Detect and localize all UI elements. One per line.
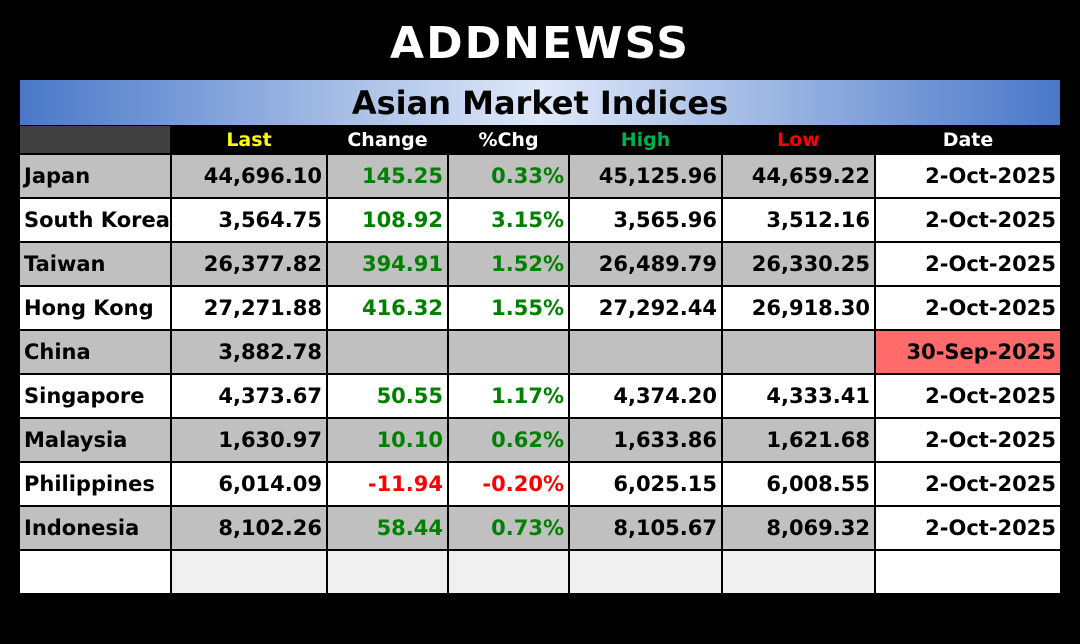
cell-low: 26,918.30 [723, 287, 874, 329]
cell-pct [449, 331, 568, 373]
column-header: %Chg [449, 126, 568, 153]
column-header: High [570, 126, 721, 153]
cell-pct: 0.62% [449, 419, 568, 461]
table-title: Asian Market Indices [20, 80, 1060, 125]
row-name: Indonesia [20, 507, 170, 549]
cell-high: 6,025.15 [570, 463, 721, 505]
cell-low: 3,512.16 [723, 199, 874, 241]
empty-cell [328, 551, 447, 593]
cell-high: 3,565.96 [570, 199, 721, 241]
cell-last: 3,564.75 [172, 199, 326, 241]
cell-high [570, 331, 721, 373]
column-header: Date [876, 126, 1060, 153]
row-name: Philippines [20, 463, 170, 505]
empty-cell [20, 551, 170, 593]
cell-pct: -0.20% [449, 463, 568, 505]
empty-cell [570, 551, 721, 593]
column-header: Low [723, 126, 874, 153]
empty-cell [876, 551, 1060, 593]
cell-date: 2-Oct-2025 [876, 199, 1060, 241]
cell-low: 6,008.55 [723, 463, 874, 505]
cell-last: 1,630.97 [172, 419, 326, 461]
cell-last: 26,377.82 [172, 243, 326, 285]
row-name: China [20, 331, 170, 373]
row-name: Hong Kong [20, 287, 170, 329]
cell-pct: 0.33% [449, 155, 568, 197]
cell-change [328, 331, 447, 373]
empty-cell [723, 551, 874, 593]
row-name: Japan [20, 155, 170, 197]
cell-change: 58.44 [328, 507, 447, 549]
cell-change: 394.91 [328, 243, 447, 285]
empty-cell [172, 551, 326, 593]
cell-change: 416.32 [328, 287, 447, 329]
cell-change: 145.25 [328, 155, 447, 197]
cell-last: 8,102.26 [172, 507, 326, 549]
cell-last: 3,882.78 [172, 331, 326, 373]
cell-high: 4,374.20 [570, 375, 721, 417]
header-corner [20, 126, 170, 153]
row-name: Taiwan [20, 243, 170, 285]
cell-low: 44,659.22 [723, 155, 874, 197]
cell-low [723, 331, 874, 373]
row-name: Malaysia [20, 419, 170, 461]
cell-date: 2-Oct-2025 [876, 375, 1060, 417]
cell-change: 50.55 [328, 375, 447, 417]
cell-date: 30-Sep-2025 [876, 331, 1060, 373]
cell-low: 8,069.32 [723, 507, 874, 549]
cell-date: 2-Oct-2025 [876, 463, 1060, 505]
cell-date: 2-Oct-2025 [876, 419, 1060, 461]
cell-high: 45,125.96 [570, 155, 721, 197]
cell-low: 1,621.68 [723, 419, 874, 461]
cell-high: 1,633.86 [570, 419, 721, 461]
cell-last: 4,373.67 [172, 375, 326, 417]
row-name: South Korea [20, 199, 170, 241]
cell-high: 8,105.67 [570, 507, 721, 549]
cell-last: 6,014.09 [172, 463, 326, 505]
cell-date: 2-Oct-2025 [876, 243, 1060, 285]
cell-pct: 0.73% [449, 507, 568, 549]
cell-pct: 1.55% [449, 287, 568, 329]
logo: ADDNEWSS [390, 18, 690, 69]
cell-high: 26,489.79 [570, 243, 721, 285]
cell-change: 108.92 [328, 199, 447, 241]
cell-pct: 1.17% [449, 375, 568, 417]
column-header: Last [172, 126, 326, 153]
cell-pct: 1.52% [449, 243, 568, 285]
cell-change: -11.94 [328, 463, 447, 505]
row-name: Singapore [20, 375, 170, 417]
cell-last: 27,271.88 [172, 287, 326, 329]
empty-cell [449, 551, 568, 593]
cell-date: 2-Oct-2025 [876, 507, 1060, 549]
cell-change: 10.10 [328, 419, 447, 461]
cell-low: 4,333.41 [723, 375, 874, 417]
cell-date: 2-Oct-2025 [876, 287, 1060, 329]
cell-last: 44,696.10 [172, 155, 326, 197]
cell-pct: 3.15% [449, 199, 568, 241]
column-header: Change [328, 126, 447, 153]
cell-high: 27,292.44 [570, 287, 721, 329]
cell-date: 2-Oct-2025 [876, 155, 1060, 197]
cell-low: 26,330.25 [723, 243, 874, 285]
